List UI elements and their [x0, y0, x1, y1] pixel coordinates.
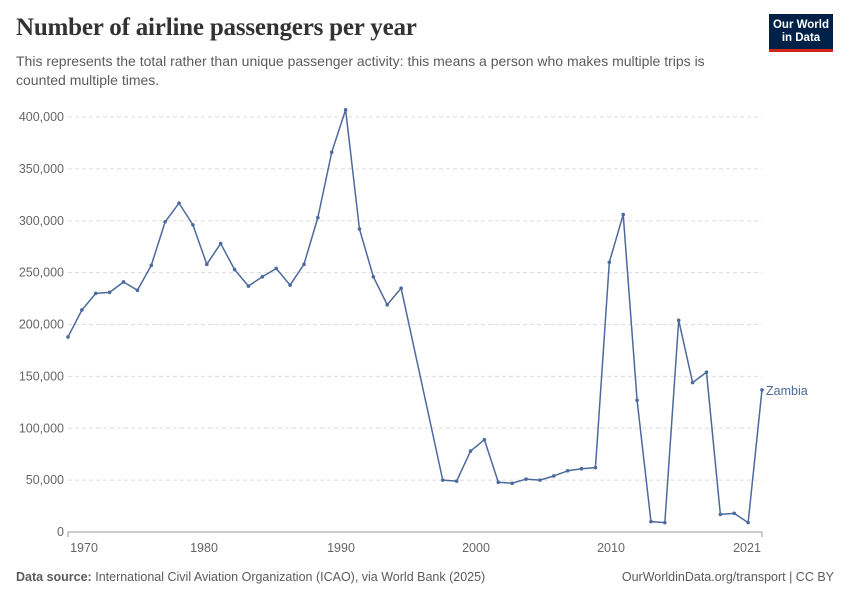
- data-point: [66, 335, 70, 339]
- y-tick-label: 250,000: [19, 266, 64, 280]
- chart-subtitle: This represents the total rather than un…: [16, 53, 705, 88]
- data-source-text[interactable]: International Civil Aviation Organizatio…: [95, 570, 486, 584]
- data-point: [205, 262, 209, 267]
- data-point: [565, 468, 570, 473]
- data-point: [746, 520, 750, 525]
- y-tick-label: 0: [57, 525, 64, 539]
- data-point: [260, 274, 265, 279]
- data-point: [454, 479, 459, 483]
- data-point: [649, 519, 653, 524]
- y-tick-label: 350,000: [19, 162, 64, 176]
- x-tick-label: 2000: [462, 541, 490, 555]
- data-point: [149, 263, 154, 268]
- data-point: [232, 267, 237, 272]
- y-tick-label: 100,000: [19, 421, 64, 435]
- data-point: [246, 284, 251, 288]
- y-tick-label: 200,000: [19, 318, 64, 332]
- data-point: [329, 150, 334, 155]
- data-point: [177, 201, 181, 205]
- data-point: [468, 449, 473, 453]
- y-tick-label: 50,000: [26, 473, 64, 487]
- data-point: [593, 465, 598, 470]
- data-point: [732, 511, 737, 516]
- data-point: [760, 388, 764, 392]
- data-point: [482, 437, 487, 442]
- footer-link[interactable]: OurWorldinData.org/transport | CC BY: [621, 570, 834, 584]
- data-point: [288, 283, 292, 287]
- data-point: [316, 215, 320, 220]
- data-point: [357, 227, 362, 231]
- data-point: [718, 512, 723, 517]
- data-point: [552, 474, 556, 478]
- y-tick-label: 150,000: [19, 369, 64, 383]
- data-point: [676, 318, 681, 323]
- data-point: [371, 274, 376, 279]
- data-point: [704, 370, 709, 375]
- series-line-zambia: [67, 108, 763, 524]
- data-point: [343, 107, 348, 112]
- data-point: [621, 212, 625, 217]
- data-point: [538, 478, 542, 482]
- data-source: Data source: International Civil Aviatio…: [16, 570, 485, 584]
- data-point: [663, 520, 667, 525]
- data-point: [579, 466, 584, 471]
- series-label: Zambia: [766, 384, 808, 398]
- x-tick-label: 2010: [597, 541, 625, 555]
- x-tick-label: 2021: [733, 541, 761, 555]
- data-point: [191, 223, 195, 227]
- chart-title: Number of airline passengers per year: [16, 14, 417, 41]
- x-tick-label: 1970: [70, 541, 98, 555]
- data-point: [93, 291, 98, 296]
- data-point: [218, 241, 223, 246]
- x-tick-label: 1980: [190, 541, 218, 555]
- data-point: [510, 481, 514, 486]
- data-point: [302, 262, 306, 267]
- data-point: [385, 302, 390, 307]
- data-point: [399, 286, 403, 290]
- data-point: [496, 480, 501, 485]
- data-point: [163, 219, 167, 224]
- data-point: [524, 477, 528, 481]
- logo-line-2: in Data: [781, 32, 821, 44]
- data-point: [135, 288, 140, 293]
- y-tick-label: 300,000: [19, 214, 64, 228]
- data-point: [121, 280, 126, 284]
- data-point: [607, 260, 612, 265]
- data-point: [107, 290, 112, 295]
- data-point: [635, 398, 639, 403]
- data-point: [690, 380, 695, 385]
- x-tick-label: 1990: [327, 541, 355, 555]
- data-point: [440, 478, 445, 482]
- data-source-label: Data source:: [16, 570, 92, 584]
- data-point: [274, 266, 279, 271]
- logo-line-1: Our World: [772, 19, 829, 31]
- data-point: [80, 308, 84, 312]
- owid-logo[interactable]: Our World in Data: [769, 14, 833, 52]
- y-tick-label: 400,000: [19, 110, 64, 124]
